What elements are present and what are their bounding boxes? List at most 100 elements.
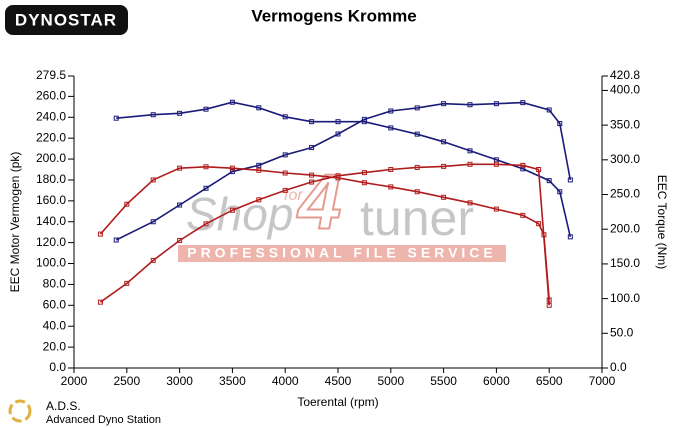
x-tick-label: 4500 (325, 374, 352, 388)
x-tick-label: 6500 (536, 374, 563, 388)
watermark-word: 4 (296, 158, 341, 246)
data-point (388, 125, 394, 131)
data-point (177, 110, 183, 116)
watermark-word: tuner (360, 190, 474, 246)
y-tick-label: 0.0 (49, 360, 66, 374)
series-line (99, 165, 550, 301)
y2-tick-label: 420.8 (610, 68, 640, 82)
data-point (388, 108, 394, 114)
data-point (335, 119, 341, 125)
data-point (467, 148, 473, 154)
data-point (282, 114, 288, 120)
y-tick-label: 200.0 (36, 151, 66, 165)
x-tick-label: 2500 (113, 374, 140, 388)
data-point (414, 164, 420, 170)
data-point (361, 119, 367, 125)
watermark-tagline: PROFESSIONAL FILE SERVICE (187, 245, 497, 261)
x-axis-label: Toerental (rpm) (297, 395, 378, 409)
data-point (282, 187, 288, 193)
ads-icon (8, 399, 32, 423)
watermark-word: Shop (186, 188, 293, 240)
y-tick-label: 160.0 (36, 193, 66, 207)
data-point (335, 175, 341, 181)
y-tick-label: 80.0 (43, 277, 67, 291)
data-point (441, 194, 447, 200)
ads-short: A.D.S. (46, 399, 81, 413)
data-point (467, 161, 473, 167)
data-point (97, 299, 103, 305)
y2-tick-label: 350.0 (610, 117, 640, 131)
data-point (361, 180, 367, 186)
x-tick-label: 3000 (166, 374, 193, 388)
data-point (557, 189, 563, 195)
watermark: PROFESSIONAL FILE SERVICE Shop for 4 tun… (178, 157, 506, 262)
data-point (441, 101, 447, 107)
data-point (150, 177, 156, 183)
data-point (309, 179, 315, 185)
data-point (256, 197, 262, 203)
data-point (256, 105, 262, 111)
data-point (536, 167, 542, 173)
data-point (203, 106, 209, 112)
data-point (567, 234, 573, 240)
data-point (536, 221, 542, 227)
data-point (520, 162, 526, 168)
data-point (203, 185, 209, 191)
data-point (441, 163, 447, 169)
x-tick-label: 6000 (483, 374, 510, 388)
data-point (467, 200, 473, 206)
x-tick-label: 5000 (377, 374, 404, 388)
x-tick-label: 3500 (219, 374, 246, 388)
y-tick-label: 40.0 (43, 318, 67, 332)
data-point (441, 139, 447, 145)
y-tick-label: 240.0 (36, 109, 66, 123)
data-point (414, 105, 420, 111)
data-point (520, 212, 526, 218)
data-point (541, 232, 547, 238)
y2-tick-label: 0.0 (610, 360, 627, 374)
data-point (177, 202, 183, 208)
ads-full: Advanced Dyno Station (46, 414, 161, 426)
logo-box (5, 5, 128, 35)
data-point (229, 99, 235, 105)
y-tick-label: 20.0 (43, 339, 67, 353)
watermark-word: for (284, 187, 303, 204)
data-point (177, 165, 183, 171)
y2-tick-label: 300.0 (610, 152, 640, 166)
data-point (150, 219, 156, 225)
data-point (229, 169, 235, 175)
data-point (113, 237, 119, 243)
data-point (229, 165, 235, 171)
data-point (414, 189, 420, 195)
y-axis-label: EEC Motor Vermogen (pk) (8, 152, 22, 293)
data-point (309, 119, 315, 125)
data-point (124, 201, 130, 207)
data-point (177, 238, 183, 244)
x-tick-label: 4000 (272, 374, 299, 388)
data-point (467, 102, 473, 108)
data-point (229, 207, 235, 213)
y-tick-label: 100.0 (36, 256, 66, 270)
data-point (546, 297, 552, 303)
data-point (557, 121, 563, 127)
series-line (115, 101, 572, 241)
y-tick-label: 180.0 (36, 172, 66, 186)
y2-tick-label: 100.0 (610, 291, 640, 305)
y2-tick-label: 200.0 (610, 221, 640, 235)
data-point (388, 184, 394, 190)
logo-text: DYNOSTAR (15, 10, 117, 29)
chart-title: Vermogens Kromme (251, 6, 416, 25)
x-tick-label: 5500 (430, 374, 457, 388)
data-point (493, 206, 499, 212)
data-point (567, 177, 573, 183)
data-point (520, 100, 526, 106)
data-point (256, 167, 262, 173)
data-point (546, 302, 552, 308)
data-point (97, 231, 103, 237)
data-point (256, 162, 262, 168)
y2-tick-label: 150.0 (610, 256, 640, 270)
data-point (388, 167, 394, 173)
data-point (203, 164, 209, 170)
y-tick-label: 60.0 (43, 297, 67, 311)
